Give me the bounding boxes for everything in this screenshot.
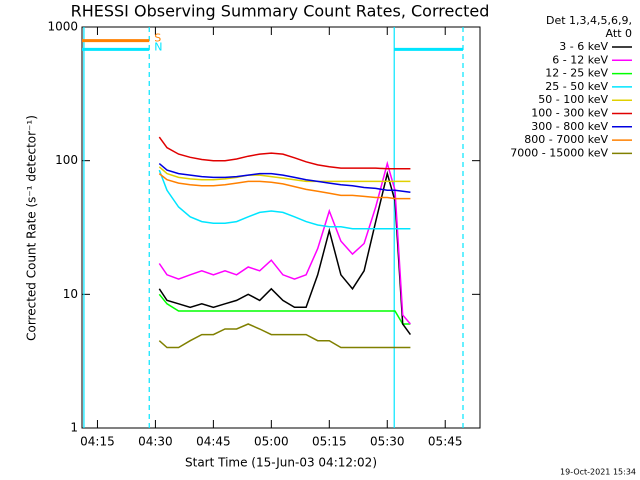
series-line (158, 163, 411, 194)
legend-label: 800 - 7000 keV (524, 133, 608, 146)
x-tick-label: 05:30 (370, 435, 405, 449)
legend-label: 3 - 6 keV (559, 40, 608, 53)
plot-frame (81, 26, 481, 429)
x-tick-label: 05:15 (312, 435, 347, 449)
legend-label: 25 - 50 keV (545, 80, 608, 93)
legend-label: 12 - 25 keV (545, 67, 608, 80)
chart-title: RHESSI Observing Summary Count Rates, Co… (71, 2, 490, 21)
x-tick-label: 05:45 (428, 435, 463, 449)
legend-label: 7000 - 15000 keV (510, 146, 608, 159)
legend-label: 100 - 300 keV (531, 107, 608, 120)
legend-label: 300 - 800 keV (531, 120, 608, 133)
legend-label: 50 - 100 keV (538, 93, 608, 106)
series-line (158, 169, 411, 230)
y-axis-label: Corrected Count Rate (s⁻¹ detector⁻¹) (25, 115, 39, 341)
series-line (158, 173, 411, 200)
y-tick-label: 100 (55, 153, 78, 167)
x-axis-label: Start Time (15-Jun-03 04:12:02) (185, 456, 377, 470)
x-tick-label: 04:15 (80, 435, 115, 449)
series-line (158, 160, 411, 325)
footer: 19-Oct-2021 15:34 (560, 468, 636, 477)
y-tick-label: 10 (63, 287, 78, 301)
series-line (158, 136, 411, 170)
state-label: S (154, 32, 161, 45)
series-line (158, 170, 412, 336)
series-line (158, 166, 411, 183)
x-tick-label: 04:45 (196, 435, 231, 449)
x-tick-label: 05:00 (254, 435, 289, 449)
legend-header: Det 1,3,4,5,6,9, (546, 14, 632, 27)
y-tick-label: 1 (70, 421, 78, 435)
legend-header: Att 0 (606, 27, 632, 40)
state-label: N (154, 40, 162, 53)
series-line (158, 293, 411, 325)
series-line (158, 323, 411, 349)
y-tick-label: 1000 (47, 20, 78, 34)
x-tick-label: 04:30 (138, 435, 173, 449)
legend-label: 6 - 12 keV (552, 53, 608, 66)
